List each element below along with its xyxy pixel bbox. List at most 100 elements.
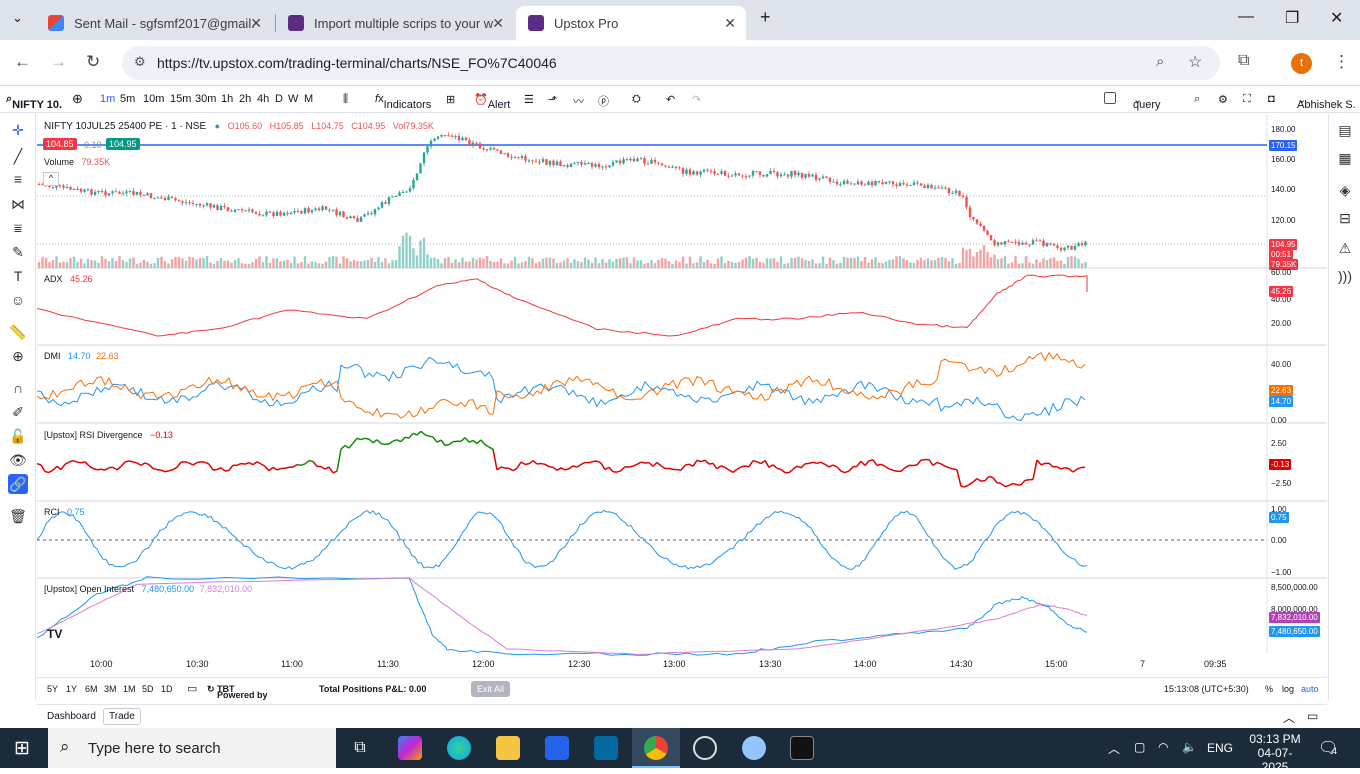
sell-price-badge[interactable]: 104.85	[43, 138, 77, 150]
close-tab-icon[interactable]: ✕	[250, 15, 262, 32]
timeframe-W[interactable]: W	[288, 93, 298, 105]
terminal-icon[interactable]	[790, 736, 814, 760]
edge-icon[interactable]	[447, 736, 471, 760]
camera-app-icon[interactable]	[693, 736, 717, 760]
close-tab-icon[interactable]: ✕	[724, 15, 736, 32]
alerts-icon[interactable]: ⚠	[1335, 240, 1355, 260]
url-text[interactable]: https://tv.upstox.com/trading-terminal/c…	[157, 55, 557, 71]
tradingview-logo[interactable]: TV	[47, 627, 62, 641]
range-6M[interactable]: 6M	[85, 684, 98, 694]
range-1M[interactable]: 1M	[123, 684, 136, 694]
fullscreen-icon[interactable]: ⛶	[1243, 93, 1251, 106]
tab-upstox-pro[interactable]: Upstox Pro ✕	[516, 6, 746, 40]
lock-icon[interactable]: 🔓	[8, 426, 28, 446]
chrome-menu-icon[interactable]: ⋮	[1333, 52, 1350, 72]
range-5D[interactable]: 5D	[142, 684, 154, 694]
omnibox[interactable]: ⚙ https://tv.upstox.com/trading-terminal…	[122, 46, 1220, 80]
range-3M[interactable]: 3M	[104, 684, 117, 694]
horizontal-lines-icon[interactable]: ≡	[8, 169, 28, 189]
maximize-panel-icon[interactable]: ▭	[1307, 709, 1318, 723]
layers-icon[interactable]: ◈	[1335, 182, 1355, 202]
drawing-icon[interactable]: ⬏	[548, 93, 557, 106]
timeframe-10m[interactable]: 10m	[143, 93, 164, 105]
search-icon[interactable]: ⌕	[1194, 93, 1200, 106]
auto-toggle[interactable]: auto	[1301, 684, 1319, 694]
brush-icon[interactable]: ✎	[8, 242, 28, 262]
range-1D[interactable]: 1D	[161, 684, 173, 694]
eye-icon[interactable]: 👁	[8, 450, 28, 470]
exit-all-button[interactable]: Exit All	[471, 681, 510, 697]
timeframe-5m[interactable]: 5m	[120, 93, 135, 105]
collapse-panel-icon[interactable]: ︿	[1283, 709, 1295, 726]
zoom-in-icon[interactable]: ⊕	[8, 346, 28, 366]
chrome-taskbar-active[interactable]	[632, 728, 680, 768]
layouts-icon[interactable]: ⊞	[446, 93, 455, 106]
buy-price-badge[interactable]: 104.95	[106, 138, 140, 150]
lock-pen-icon[interactable]: ✐	[8, 402, 28, 422]
trend-line-icon[interactable]: ╱	[8, 146, 28, 166]
store-icon[interactable]	[545, 736, 569, 760]
timeframe-1h[interactable]: 1h	[221, 93, 233, 105]
minimize-icon[interactable]: —	[1238, 8, 1254, 26]
pattern-icon[interactable]: ⋈	[8, 194, 28, 214]
undo-icon[interactable]: ↶	[666, 93, 675, 106]
chart-type-icon[interactable]: ⫼	[343, 93, 348, 106]
data-window-icon[interactable]: ⊟	[1335, 210, 1355, 230]
link-icon[interactable]: 🔗	[8, 474, 28, 494]
profile-avatar[interactable]: t	[1291, 53, 1312, 74]
crosshair-icon[interactable]: ✛	[8, 120, 28, 140]
strategy-icon[interactable]: 〰	[573, 93, 584, 109]
fib-icon[interactable]: ⩸	[8, 218, 28, 238]
site-info-icon[interactable]: ⚙	[134, 54, 146, 70]
broadcast-icon[interactable]: )))	[1335, 268, 1355, 288]
timeframe-15m[interactable]: 15m	[170, 93, 191, 105]
outlook-icon[interactable]	[594, 736, 618, 760]
compare-add-icon[interactable]: ⊕	[72, 91, 83, 107]
date-range-icon[interactable]: ▭	[187, 682, 197, 695]
taskbar-search[interactable]: ⌕ Type here to search	[48, 728, 336, 768]
timeframe-M[interactable]: M	[304, 93, 313, 105]
tab-import-scrips[interactable]: Import multiple scrips to your w ✕	[276, 6, 514, 40]
range-5Y[interactable]: 5Y	[47, 684, 58, 694]
maximize-icon[interactable]: ❐	[1285, 8, 1299, 28]
timeframe-30m[interactable]: 30m	[195, 93, 216, 105]
timeframe-D[interactable]: D	[275, 93, 283, 105]
trash-icon[interactable]: 🗑	[8, 506, 28, 526]
windows-start-icon[interactable]: ⊞	[14, 737, 30, 760]
forward-icon[interactable]: →	[50, 52, 67, 72]
indicators-button[interactable]: fx Indicators	[375, 93, 384, 105]
emoji-icon[interactable]: ☺	[8, 290, 28, 310]
timeframe-2h[interactable]: 2h	[239, 93, 251, 105]
task-view-icon[interactable]: ⧉	[348, 736, 372, 760]
dashboard-tab[interactable]: Dashboard	[47, 711, 96, 722]
close-window-icon[interactable]: ✕	[1330, 8, 1343, 28]
tab-search-icon[interactable]: ⌄	[12, 10, 23, 26]
replay-icon[interactable]: ⓟ	[598, 93, 609, 109]
trade-tab[interactable]: Trade	[103, 708, 141, 725]
text-icon[interactable]: T	[8, 266, 28, 286]
language-indicator[interactable]: ENG	[1207, 741, 1233, 755]
tab-gmail[interactable]: Sent Mail - sgfsmf2017@gmail. ✕	[36, 6, 272, 40]
magnet-icon[interactable]: ∩	[8, 378, 28, 398]
back-icon[interactable]: ←	[14, 52, 31, 72]
log-toggle[interactable]: log	[1282, 684, 1294, 694]
collapse-legend-icon[interactable]: ^	[43, 172, 59, 186]
file-explorer-icon[interactable]	[496, 736, 520, 760]
query-dropdown[interactable]: query ⌄	[1133, 93, 1142, 106]
volume-icon[interactable]: 🔈	[1182, 740, 1197, 754]
timeframe-1m[interactable]: 1m	[100, 93, 115, 105]
close-tab-icon[interactable]: ✕	[492, 15, 504, 32]
percent-toggle[interactable]: %	[1265, 684, 1273, 694]
copilot-icon[interactable]	[398, 736, 422, 760]
wifi-icon[interactable]: ◠	[1158, 740, 1168, 754]
paint-icon[interactable]	[742, 736, 766, 760]
camera-icon[interactable]: ◘	[1268, 93, 1275, 105]
symbol-search[interactable]: ⌕ NIFTY 10.	[6, 93, 12, 106]
extensions-icon[interactable]: ⧉	[1238, 52, 1249, 70]
watchlist-icon[interactable]: ▤	[1335, 122, 1355, 142]
settings-icon[interactable]: ⚙	[1218, 93, 1228, 106]
range-1Y[interactable]: 1Y	[66, 684, 77, 694]
tray-chevron-icon[interactable]: ︿	[1108, 740, 1120, 757]
user-menu[interactable]: Abhishek S. ⌄	[1297, 93, 1306, 106]
